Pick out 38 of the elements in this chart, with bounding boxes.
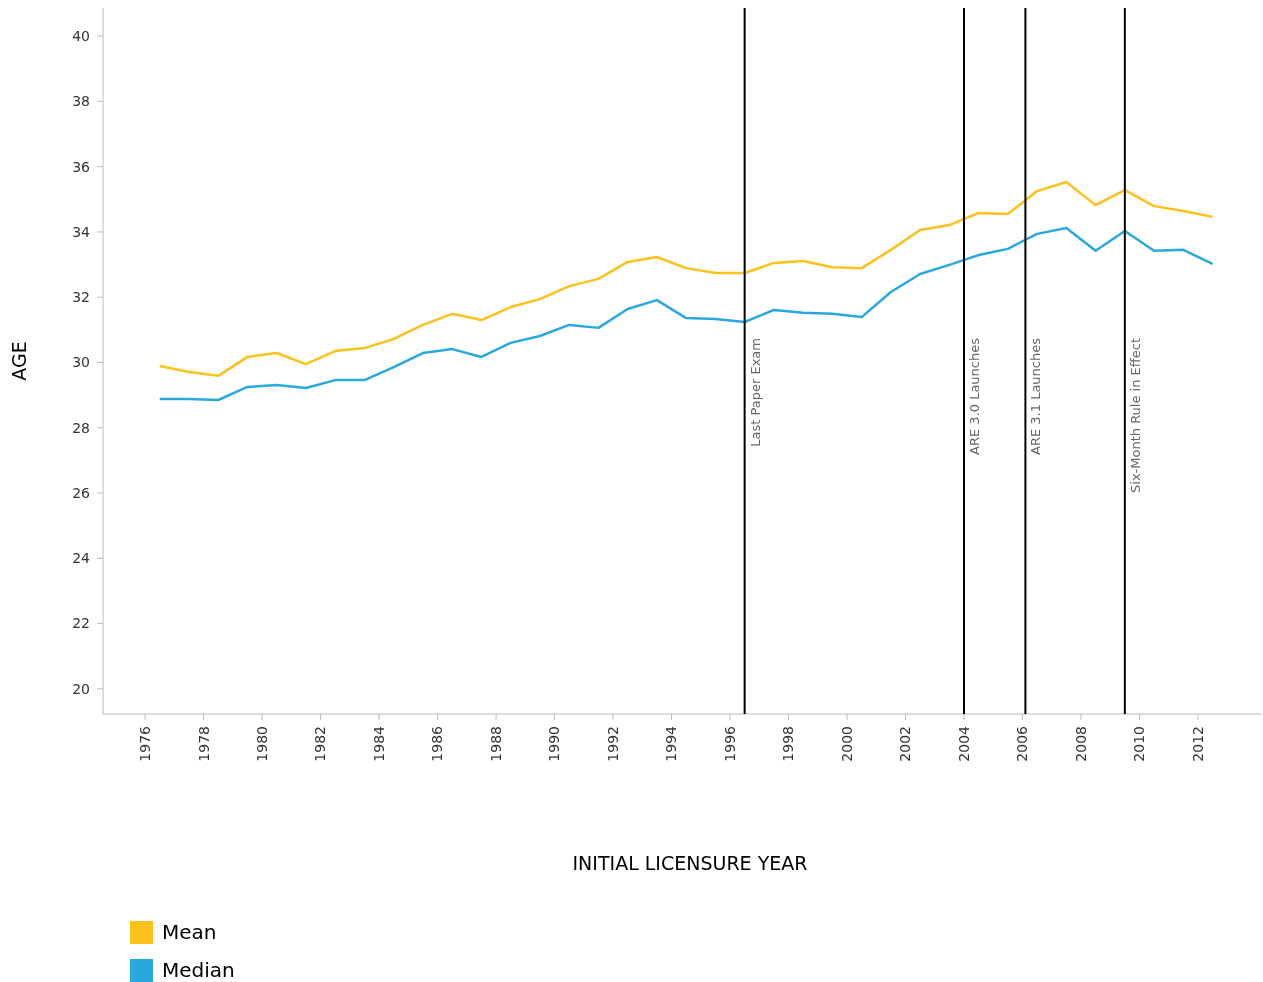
x-tick-label: 2006 (1014, 725, 1031, 762)
x-tick-label: 1994 (663, 725, 680, 762)
x-tick-label: 1976 (137, 725, 154, 762)
y-tick-label: 30 (72, 354, 90, 371)
legend-label: Mean (162, 920, 217, 944)
x-tick-label: 1986 (429, 725, 446, 762)
ref-line-label: ARE 3.0 Launches (966, 337, 982, 455)
y-tick-label: 38 (72, 93, 90, 110)
y-tick-label: 24 (72, 550, 91, 567)
x-tick-label: 2010 (1131, 726, 1148, 762)
y-tick-label: 20 (72, 680, 90, 697)
legend-label: Median (162, 958, 235, 982)
x-tick-label: 1998 (780, 726, 797, 762)
x-tick-label: 1990 (546, 726, 563, 762)
x-tick-label: 2012 (1189, 726, 1206, 762)
y-tick-label: 32 (72, 289, 90, 306)
y-tick-label: 22 (72, 615, 90, 632)
x-tick-label: 1988 (487, 726, 504, 762)
x-tick-label: 1982 (312, 726, 329, 762)
x-axis-title: INITIAL LICENSURE YEAR (572, 852, 808, 874)
x-tick-label: 1978 (195, 726, 212, 762)
x-tick-label: 1992 (604, 726, 621, 762)
y-axis-title: AGE (8, 341, 30, 381)
y-tick-label: 26 (72, 484, 91, 501)
x-tick-label: 2000 (838, 726, 855, 762)
y-tick-label: 36 (72, 158, 91, 175)
x-tick-label: 1984 (370, 725, 387, 762)
ref-line-label: Last Paper Exam (747, 338, 763, 447)
y-tick-label: 40 (72, 27, 90, 44)
x-tick-label: 1980 (254, 726, 270, 762)
y-tick-label: 28 (72, 419, 90, 436)
x-tick-label: 2004 (955, 725, 972, 762)
ref-line-label: ARE 3.1 Launches (1028, 337, 1044, 455)
x-tick-label: 1996 (721, 725, 738, 762)
x-tick-label: 2008 (1072, 726, 1089, 762)
y-tick-label: 34 (72, 223, 91, 240)
x-tick-label: 2002 (897, 726, 914, 762)
ref-line-label: Six-Month Rule in Effect (1127, 338, 1143, 493)
